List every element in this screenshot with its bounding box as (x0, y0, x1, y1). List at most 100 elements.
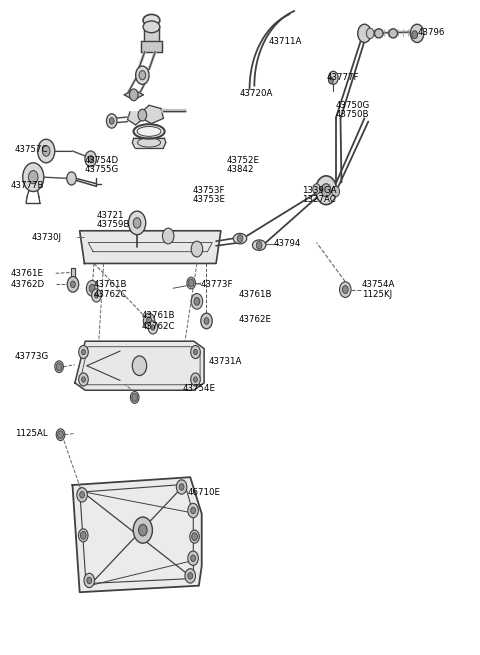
Circle shape (42, 146, 50, 157)
Circle shape (237, 234, 243, 242)
Ellipse shape (252, 240, 266, 250)
Text: 1339GA: 1339GA (302, 186, 336, 195)
Circle shape (85, 151, 96, 167)
Circle shape (79, 345, 88, 358)
Circle shape (67, 276, 79, 292)
Text: 43759B: 43759B (96, 219, 130, 229)
Text: 1125AL: 1125AL (15, 429, 48, 438)
Circle shape (192, 533, 197, 540)
Text: 43794: 43794 (274, 239, 301, 248)
Circle shape (193, 349, 197, 354)
Circle shape (328, 77, 333, 84)
Circle shape (256, 241, 262, 249)
Circle shape (187, 277, 195, 289)
Circle shape (78, 529, 88, 542)
Circle shape (139, 71, 146, 80)
Text: 43730J: 43730J (32, 233, 62, 242)
Circle shape (95, 293, 98, 298)
Circle shape (56, 429, 65, 441)
Circle shape (146, 317, 152, 325)
Circle shape (139, 524, 147, 536)
Ellipse shape (133, 124, 165, 139)
Circle shape (88, 156, 93, 162)
Polygon shape (124, 90, 144, 100)
Circle shape (191, 293, 203, 309)
Circle shape (79, 373, 88, 386)
Text: 43754A: 43754A (362, 280, 396, 289)
Circle shape (77, 487, 87, 502)
Text: 43762C: 43762C (94, 290, 128, 299)
Circle shape (188, 503, 198, 517)
Polygon shape (75, 341, 204, 390)
Circle shape (28, 171, 38, 183)
Circle shape (328, 71, 338, 84)
Circle shape (412, 31, 418, 39)
Circle shape (87, 577, 92, 584)
Circle shape (358, 24, 371, 43)
Circle shape (55, 361, 63, 373)
Text: 43777B: 43777B (10, 181, 44, 189)
Text: 43762E: 43762E (239, 315, 272, 324)
Circle shape (322, 183, 331, 196)
Circle shape (80, 531, 86, 539)
Circle shape (342, 286, 348, 293)
Circle shape (23, 163, 44, 191)
Circle shape (107, 114, 117, 128)
Text: 43755G: 43755G (84, 165, 119, 174)
Circle shape (193, 377, 197, 382)
Circle shape (162, 228, 174, 244)
Text: 43842: 43842 (227, 165, 254, 174)
Polygon shape (132, 138, 166, 148)
Text: 43750G: 43750G (336, 101, 370, 110)
Text: 43761B: 43761B (239, 290, 273, 299)
Circle shape (56, 363, 62, 371)
Circle shape (89, 284, 95, 292)
Polygon shape (72, 477, 202, 592)
Circle shape (37, 140, 55, 163)
Polygon shape (71, 268, 75, 277)
Circle shape (133, 517, 153, 543)
Text: 1125KJ: 1125KJ (362, 290, 392, 299)
Circle shape (132, 394, 138, 402)
Circle shape (84, 573, 95, 588)
Ellipse shape (374, 29, 383, 38)
Circle shape (86, 280, 98, 296)
Text: 43773F: 43773F (201, 280, 233, 289)
Circle shape (82, 377, 85, 382)
Circle shape (191, 507, 195, 514)
Text: 1327AC: 1327AC (302, 195, 336, 204)
Circle shape (82, 349, 85, 354)
Circle shape (191, 373, 200, 386)
Ellipse shape (233, 233, 247, 244)
Circle shape (129, 211, 146, 234)
Text: 43720A: 43720A (240, 89, 274, 98)
Circle shape (201, 313, 212, 329)
Circle shape (316, 176, 336, 204)
Ellipse shape (389, 29, 397, 38)
Text: 43762D: 43762D (10, 280, 44, 289)
Text: 46710E: 46710E (187, 488, 220, 496)
Text: 43761B: 43761B (94, 280, 128, 289)
Polygon shape (80, 231, 221, 263)
Circle shape (366, 28, 374, 39)
Circle shape (132, 356, 147, 375)
Circle shape (130, 89, 138, 101)
Text: 43773G: 43773G (15, 352, 49, 362)
Text: 43777F: 43777F (326, 73, 359, 83)
Text: 43754E: 43754E (182, 384, 216, 394)
Circle shape (176, 480, 187, 494)
Circle shape (109, 118, 114, 124)
Circle shape (188, 572, 192, 579)
Circle shape (185, 569, 195, 583)
Text: 43757C: 43757C (15, 145, 48, 154)
Circle shape (67, 172, 76, 185)
Text: 43754D: 43754D (84, 156, 119, 164)
Circle shape (332, 186, 339, 196)
Ellipse shape (143, 14, 160, 26)
Circle shape (410, 24, 424, 43)
Polygon shape (128, 112, 142, 125)
Circle shape (188, 279, 194, 287)
Polygon shape (142, 105, 163, 124)
Text: 43750B: 43750B (336, 110, 369, 119)
Circle shape (339, 282, 351, 297)
